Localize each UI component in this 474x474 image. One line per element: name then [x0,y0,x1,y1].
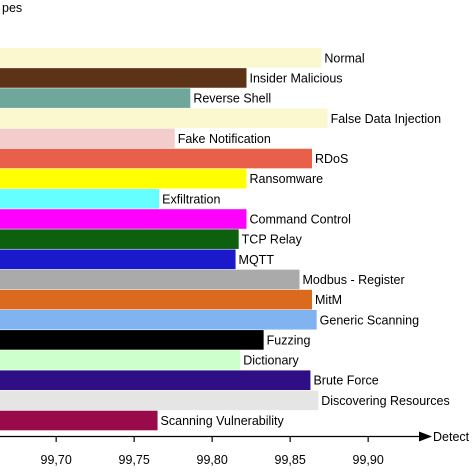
bar-fake-notification [0,128,175,149]
bar-insider-malicious [0,68,247,88]
bar-label-exfiltration: Exfiltration [162,192,220,206]
bar-label-command-control: Command Control [249,213,350,227]
x-tick-label: 99,75 [119,453,150,467]
bar-label-brute-force: Brute Force [313,374,378,388]
bar-tcp-relay [0,229,239,249]
bar-command-control [0,209,247,229]
bar-label-insider-malicious: Insider Malicious [249,71,342,85]
bar-ransomware [0,168,247,189]
bar-label-rdos: RDoS [315,152,348,166]
bar-rdos [0,148,312,169]
bar-false-data-injection [0,108,328,129]
bar-label-dictionary: Dictionary [243,354,299,368]
bar-mitm [0,289,312,310]
bar-mqtt [0,249,236,270]
bar-discovering-resources [0,390,319,411]
bar-scanning-vulnerability [0,410,158,431]
bar-label-fake-notification: Fake Notification [178,132,271,146]
bar-label-modbus-register: Modbus - Register [303,273,405,287]
bar-label-normal: Normal [324,51,364,65]
bar-normal [0,48,322,68]
bar-label-mqtt: MQTT [239,253,275,267]
bar-label-reverse-shell: Reverse Shell [193,92,271,106]
bar-label-tcp-relay: TCP Relay [242,233,303,247]
x-axis: Detect 99,70 99,75 99,80 99,85 99,90 [0,430,470,467]
bar-label-scanning-vulnerability: Scanning Vulnerability [161,414,285,428]
x-tick-label: 99,90 [353,453,384,467]
bar-exfiltration [0,189,160,209]
x-tick-label: 99,85 [275,453,306,467]
bar-dictionary [0,350,241,370]
bar-fuzzing [0,330,264,350]
y-axis-title: pes [2,1,22,15]
bar-label-fuzzing: Fuzzing [267,333,311,347]
bar-brute-force [0,370,311,390]
x-tick-label: 99,80 [197,453,228,467]
bar-label-ransomware: Ransomware [249,172,323,186]
bar-modbus-register [0,269,300,290]
x-axis-title: Detect [433,430,470,444]
x-ticks-group: 99,70 99,75 99,80 99,85 99,90 [41,436,384,467]
bar-reverse-shell [0,88,191,108]
bar-label-generic-scanning: Generic Scanning [320,313,419,327]
bar-label-discovering-resources: Discovering Resources [321,394,450,408]
bar-label-false-data-injection: False Data Injection [331,112,442,126]
x-tick-label: 99,70 [41,453,72,467]
x-axis-arrow [419,431,432,442]
bar-generic-scanning [0,309,317,330]
bar-label-mitm: MitM [315,293,342,307]
bars-group: Normal Insider Malicious Reverse Shell Fals… [0,48,450,431]
